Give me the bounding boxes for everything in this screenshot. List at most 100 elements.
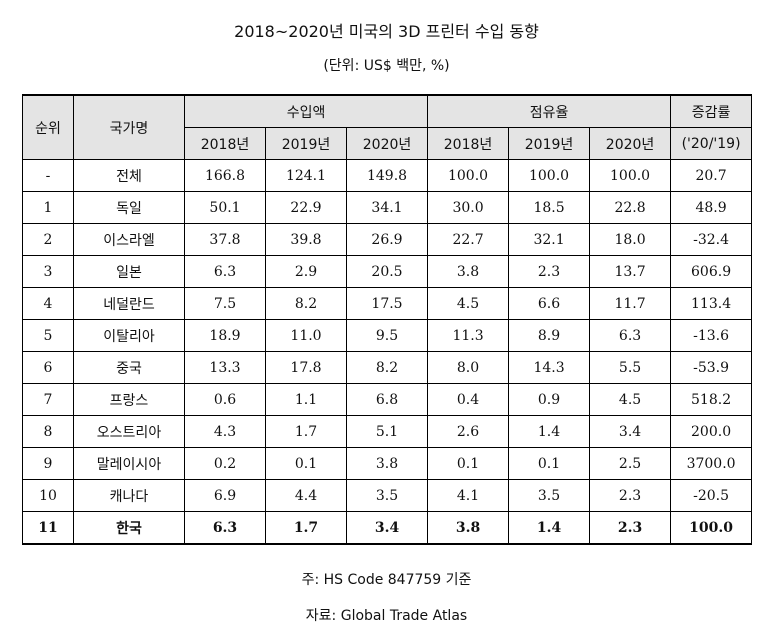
cell-country: 캐나다 [73, 479, 185, 512]
unit-label: (단위: US$ 백만, %) [323, 58, 450, 74]
cell-rank: 11 [22, 511, 74, 545]
cell-share-2019: 1.4 [508, 415, 591, 448]
cell-share-2018: 0.1 [427, 447, 510, 480]
header-import-2019: 2019년 [265, 127, 347, 160]
cell-share-2019: 18.5 [508, 191, 591, 224]
cell-share-2020: 5.5 [589, 351, 672, 384]
cell-share-2018: 8.0 [427, 351, 510, 384]
cell-change: 113.4 [670, 287, 753, 320]
table-row: 6 중국 13.3 17.8 8.2 8.0 14.3 5.5 -53.9 [22, 351, 753, 384]
cell-import-2018: 18.9 [184, 319, 266, 352]
header-import-2020: 2020년 [345, 127, 429, 160]
import-table: 순위 국가명 수입액 점유율 증감률 2018년 2019년 2020년 201… [22, 94, 753, 545]
cell-change: 518.2 [670, 383, 753, 416]
cell-import-2019: 1.7 [265, 415, 347, 448]
cell-country: 네덜란드 [73, 287, 185, 320]
cell-rank: 8 [22, 415, 74, 448]
cell-import-2019: 4.4 [265, 479, 347, 512]
cell-import-2020: 149.8 [345, 159, 429, 192]
cell-rank: 9 [22, 447, 74, 480]
cell-import-2020: 17.5 [345, 287, 429, 320]
cell-share-2018: 3.8 [427, 511, 510, 545]
cell-rank: 3 [22, 255, 74, 288]
cell-import-2019: 1.7 [265, 511, 347, 545]
table-row: 5 이탈리아 18.9 11.0 9.5 11.3 8.9 6.3 -13.6 [22, 319, 753, 352]
cell-import-2020: 9.5 [345, 319, 429, 352]
cell-rank: 7 [22, 383, 74, 416]
cell-change: -32.4 [670, 223, 753, 256]
table-row: 1 독일 50.1 22.9 34.1 30.0 18.5 22.8 48.9 [22, 191, 753, 224]
cell-country: 전체 [73, 159, 185, 192]
cell-import-2019: 0.1 [265, 447, 347, 480]
cell-share-2020: 13.7 [589, 255, 672, 288]
cell-import-2020: 8.2 [345, 351, 429, 384]
cell-import-2019: 1.1 [265, 383, 347, 416]
cell-import-2019: 17.8 [265, 351, 347, 384]
cell-import-2019: 11.0 [265, 319, 347, 352]
cell-country: 오스트리아 [73, 415, 185, 448]
cell-import-2019: 22.9 [265, 191, 347, 224]
cell-share-2020: 18.0 [589, 223, 672, 256]
table-row: 8 오스트리아 4.3 1.7 5.1 2.6 1.4 3.4 200.0 [22, 415, 753, 448]
cell-import-2018: 166.8 [184, 159, 266, 192]
cell-share-2020: 4.5 [589, 383, 672, 416]
cell-import-2020: 26.9 [345, 223, 429, 256]
header-change: 증감률 [670, 94, 753, 128]
table-row: 7 프랑스 0.6 1.1 6.8 0.4 0.9 4.5 518.2 [22, 383, 753, 416]
cell-share-2019: 0.1 [508, 447, 591, 480]
cell-rank: 6 [22, 351, 74, 384]
cell-country: 독일 [73, 191, 185, 224]
cell-share-2019: 14.3 [508, 351, 591, 384]
cell-change: 200.0 [670, 415, 753, 448]
table-row: 3 일본 6.3 2.9 20.5 3.8 2.3 13.7 606.9 [22, 255, 753, 288]
cell-import-2020: 3.8 [345, 447, 429, 480]
cell-share-2019: 0.9 [508, 383, 591, 416]
cell-share-2018: 100.0 [427, 159, 510, 192]
cell-import-2019: 124.1 [265, 159, 347, 192]
cell-change: 3700.0 [670, 447, 753, 480]
table-body: - 전체 166.8 124.1 149.8 100.0 100.0 100.0 20.7 1 독일… [22, 159, 753, 545]
header-share-2020: 2020년 [589, 127, 672, 160]
cell-rank: 2 [22, 223, 74, 256]
cell-import-2018: 50.1 [184, 191, 266, 224]
cell-share-2018: 4.1 [427, 479, 510, 512]
cell-share-2018: 0.4 [427, 383, 510, 416]
cell-share-2019: 3.5 [508, 479, 591, 512]
cell-share-2019: 8.9 [508, 319, 591, 352]
cell-import-2018: 6.3 [184, 255, 266, 288]
header-share: 점유율 [427, 94, 672, 128]
header-rank: 순위 [22, 94, 74, 160]
cell-change: 100.0 [670, 511, 753, 545]
cell-rank: 1 [22, 191, 74, 224]
cell-country: 이스라엘 [73, 223, 185, 256]
table-row: 2 이스라엘 37.8 39.8 26.9 22.7 32.1 18.0 -32.4 [22, 223, 753, 256]
cell-share-2020: 11.7 [589, 287, 672, 320]
cell-import-2019: 2.9 [265, 255, 347, 288]
source-label: 자료: Global Trade Atlas [305, 608, 468, 624]
cell-country: 한국 [73, 511, 185, 545]
cell-import-2018: 6.9 [184, 479, 266, 512]
cell-import-2018: 7.5 [184, 287, 266, 320]
cell-rank: 4 [22, 287, 74, 320]
cell-import-2019: 8.2 [265, 287, 347, 320]
table-row: 9 말레이시아 0.2 0.1 3.8 0.1 0.1 2.5 3700.0 [22, 447, 753, 480]
cell-share-2018: 22.7 [427, 223, 510, 256]
cell-change: -53.9 [670, 351, 753, 384]
cell-import-2020: 6.8 [345, 383, 429, 416]
cell-rank: - [22, 159, 74, 192]
cell-share-2019: 1.4 [508, 511, 591, 545]
table-row: 4 네덜란드 7.5 8.2 17.5 4.5 6.6 11.7 113.4 [22, 287, 753, 320]
cell-share-2018: 11.3 [427, 319, 510, 352]
header-share-2018: 2018년 [427, 127, 510, 160]
cell-share-2020: 3.4 [589, 415, 672, 448]
cell-share-2020: 22.8 [589, 191, 672, 224]
cell-country: 중국 [73, 351, 185, 384]
cell-share-2018: 3.8 [427, 255, 510, 288]
cell-import-2018: 4.3 [184, 415, 266, 448]
cell-import-2018: 6.3 [184, 511, 266, 545]
header-row-top: 순위 국가명 수입액 점유율 증감률 [22, 94, 753, 160]
cell-country: 말레이시아 [73, 447, 185, 480]
header-share-2019: 2019년 [508, 127, 591, 160]
header-row-years: 2018년 2019년 2020년 2018년 2019년 2020년 ('20… [23, 127, 753, 160]
page-title: 2018~2020년 미국의 3D 프린터 수입 동향 [234, 22, 539, 41]
